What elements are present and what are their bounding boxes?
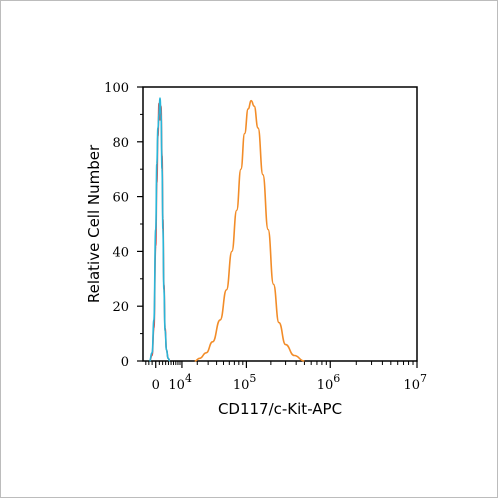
x-tick-label-exponent: 7 (420, 372, 427, 385)
y-tick-label: 0 (121, 355, 129, 370)
x-tick-label: 106 (317, 372, 341, 393)
x-tick-label-base: 10 (233, 378, 250, 393)
series-line-2 (148, 97, 171, 362)
x-tick-label-exponent: 6 (333, 372, 340, 385)
plot-border (142, 86, 418, 362)
x-tick-label-exponent: 5 (249, 372, 256, 385)
y-tick-label: 20 (112, 300, 129, 315)
x-tick-label: 104 (168, 372, 192, 393)
y-tick-label: 40 (112, 245, 129, 260)
x-tick-label-base: 10 (317, 378, 334, 393)
x-tick-label: 107 (403, 372, 427, 393)
x-tick-label: 105 (233, 372, 257, 393)
y-tick-label: 60 (112, 191, 129, 206)
x-tick-label-exponent: 4 (185, 372, 192, 385)
y-axis-title: Relative Cell Number (85, 144, 103, 303)
x-tick-label: 0 (152, 378, 160, 393)
series-line-3 (194, 99, 305, 362)
x-tick-label-base: 10 (403, 378, 420, 393)
x-tick-label-base: 10 (168, 378, 185, 393)
x-tick-label-base: 0 (152, 378, 160, 393)
y-tick-label: 100 (104, 81, 129, 96)
series-line-1 (149, 102, 171, 362)
y-tick-label: 80 (112, 136, 129, 151)
x-axis-title: CD117/c-Kit-APC (218, 400, 342, 418)
